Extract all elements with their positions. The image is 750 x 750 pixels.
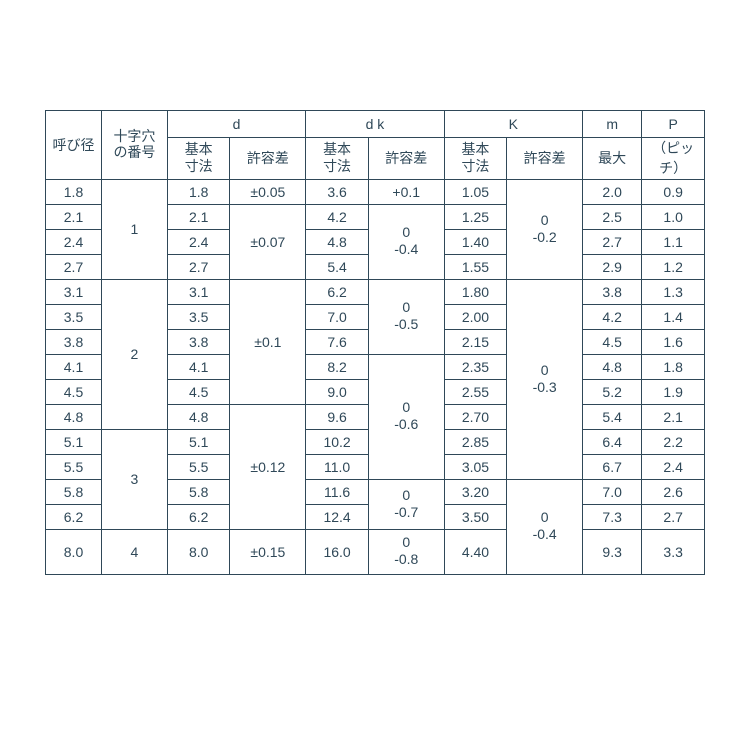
cell-K-tol-03: 0 -0.3 [507, 279, 583, 479]
cell-cross-no-4: 4 [102, 529, 168, 574]
spec-table: 呼び径 十字穴 の番号 d d k K m P 基本 寸法 許容差 基本 寸法 … [45, 110, 705, 575]
table-row: 3.1 2 3.1 ±0.1 6.2 0 -0.5 1.80 0 -0.3 3.… [46, 279, 705, 304]
cell-cross-no-3: 3 [102, 429, 168, 529]
cell-dk-tol-06: 0 -0.6 [368, 354, 444, 479]
cell-dk-tol-04: 0 -0.4 [368, 204, 444, 279]
cell-d: 1.8 [167, 179, 230, 204]
header-K-kihon: 基本 寸法 [444, 138, 507, 180]
cell-K: 1.05 [444, 179, 507, 204]
header-m: m [583, 111, 642, 138]
header-cross-no-l2: の番号 [113, 144, 155, 160]
header-dk-tol: 許容差 [368, 138, 444, 180]
header-nominal-dia: 呼び径 [46, 111, 102, 180]
header-dk: d k [306, 111, 444, 138]
cell-K-tol-04: 0 -0.4 [507, 479, 583, 574]
header-d-tol: 許容差 [230, 138, 306, 180]
header-K: K [444, 111, 582, 138]
cell-cross-no-2: 2 [102, 279, 168, 429]
cell-d-tol: ±0.05 [230, 179, 306, 204]
cell-d-tol-1: ±0.1 [230, 279, 306, 404]
cell-dk-tol-07: 0 -0.7 [368, 479, 444, 529]
cell-K-tol-02: 0 -0.2 [507, 179, 583, 279]
table-row: 1.8 1 1.8 ±0.05 3.6 +0.1 1.05 0 -0.2 2.0… [46, 179, 705, 204]
cell-m: 2.0 [583, 179, 642, 204]
cell-dk: 3.6 [306, 179, 369, 204]
cell-dk-tol-05: 0 -0.5 [368, 279, 444, 354]
header-cross-no: 十字穴 の番号 [102, 111, 168, 180]
cell-P: 0.9 [642, 179, 705, 204]
cell-d-tol-15: ±0.15 [230, 529, 306, 574]
table-row: 8.0 4 8.0 ±0.15 16.0 0 -0.8 4.40 9.3 3.3 [46, 529, 705, 574]
header-K-tol: 許容差 [507, 138, 583, 180]
cell-d-tol-12: ±0.12 [230, 404, 306, 529]
cell-dk-tol: +0.1 [368, 179, 444, 204]
cell-dk-tol-08: 0 -0.8 [368, 529, 444, 574]
cell-nd: 1.8 [46, 179, 102, 204]
cell-cross-no-1: 1 [102, 179, 168, 279]
header-dk-kihon: 基本 寸法 [306, 138, 369, 180]
cell-d-tol-07: ±0.07 [230, 204, 306, 279]
header-m-sub: 最大 [583, 138, 642, 180]
header-d: d [167, 111, 305, 138]
header-P-sub: （ピッチ） [642, 138, 705, 180]
header-P: P [642, 111, 705, 138]
header-d-kihon: 基本 寸法 [167, 138, 230, 180]
header-cross-no-l1: 十字穴 [113, 128, 155, 144]
